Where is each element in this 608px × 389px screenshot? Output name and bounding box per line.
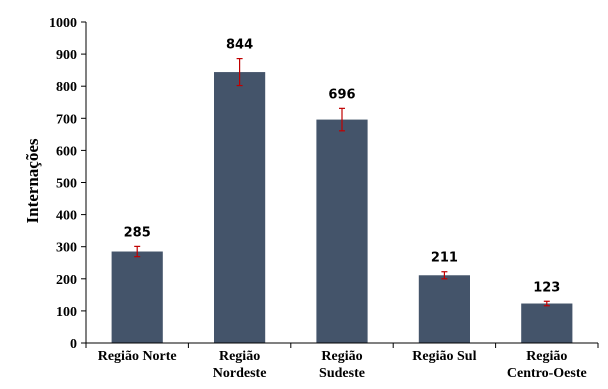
bar xyxy=(316,119,368,343)
bar xyxy=(214,72,266,344)
category-label: Região Norte xyxy=(98,349,177,364)
data-label: 696 xyxy=(328,87,355,102)
category-label: Região Centro-Oeste xyxy=(507,349,587,381)
category-label-group: Região Norte Região Nordeste Região Sudeste R… xyxy=(98,349,587,381)
category-label: Região Nordeste xyxy=(213,349,267,381)
bar xyxy=(111,251,163,343)
y-tick-label: 900 xyxy=(56,48,77,63)
data-label: 844 xyxy=(226,38,253,53)
y-tick-label: 100 xyxy=(56,305,77,320)
y-tick-group: 0 100 200 300 400 500 600 700 800 900 1000 xyxy=(49,16,86,352)
category-label: Região Sudeste xyxy=(319,349,365,381)
data-label: 285 xyxy=(124,225,151,240)
bar xyxy=(521,303,573,343)
y-tick-label: 400 xyxy=(56,209,77,224)
y-tick-label: 200 xyxy=(56,273,77,288)
axes xyxy=(85,22,599,348)
error-bar-group xyxy=(134,57,550,307)
y-axis-label-group: Internações xyxy=(23,138,42,223)
y-tick-label: 1000 xyxy=(49,16,77,31)
y-tick-label: 300 xyxy=(56,241,77,256)
bar xyxy=(418,275,470,343)
y-tick-label: 700 xyxy=(56,112,77,127)
y-tick-label: 800 xyxy=(56,80,77,95)
category-label: Região Sul xyxy=(412,349,476,364)
y-tick-label: 500 xyxy=(56,177,77,192)
data-label-group: 285 844 696 211 123 xyxy=(124,38,561,296)
y-tick-label: 600 xyxy=(56,144,77,159)
data-label: 211 xyxy=(431,251,458,266)
y-axis-label: Internações xyxy=(23,138,42,223)
bar-group xyxy=(111,72,573,344)
y-tick-label: 0 xyxy=(70,337,77,352)
data-label: 123 xyxy=(533,280,560,295)
